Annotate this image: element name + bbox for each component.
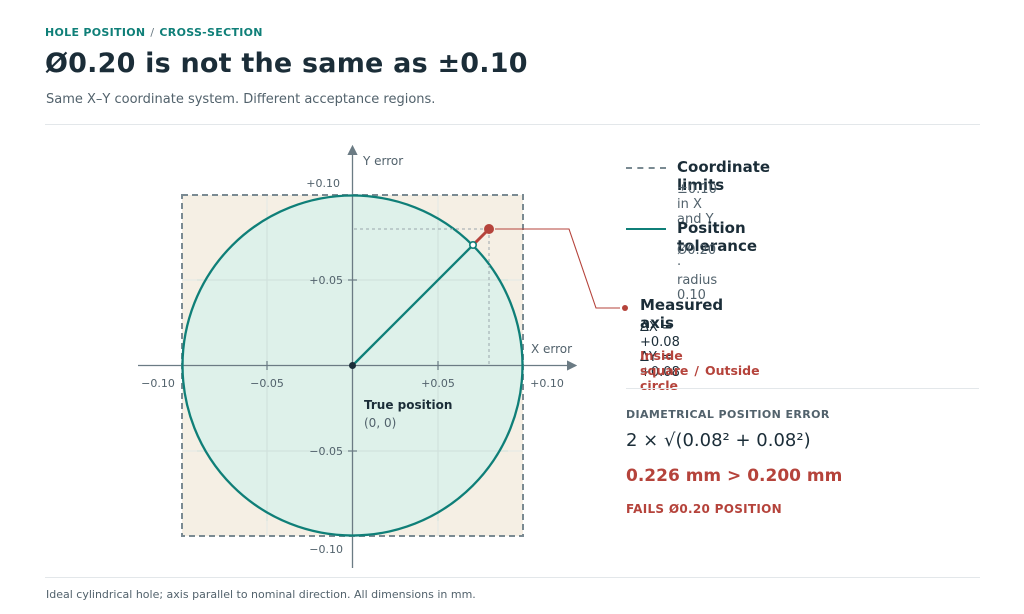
y-tick-label: +0.05 [309, 274, 343, 287]
breadcrumb-separator: / [150, 26, 155, 39]
calc-divider [626, 388, 979, 389]
y-tick-label: −0.10 [309, 543, 343, 556]
legend-measured-title: Measured axis [640, 296, 724, 332]
position-tolerance-circle [181, 194, 524, 537]
measured-values: ΔX = +0.08 ΔY = +0.08 [640, 320, 680, 380]
breadcrumb-item: HOLE POSITION [45, 26, 146, 39]
x-tick-label: +0.10 [530, 377, 564, 390]
legend-coordinate-sub: ±0.10 in X and Y [677, 182, 717, 227]
origin-point [349, 362, 356, 369]
page-title: Ø0.20 is not the same as ±0.10 [45, 48, 528, 79]
measured-point [484, 224, 494, 234]
circle-intersection-marker [468, 241, 477, 250]
callout-leader [495, 228, 620, 309]
calc-result: 0.226 mm > 0.200 mm [626, 466, 843, 486]
measured-dot-icon [622, 305, 628, 311]
origin-label: True position [364, 398, 452, 412]
status-outside-circle: Outside circle [640, 363, 760, 393]
breadcrumb-item: CROSS-SECTION [159, 26, 263, 39]
footer-divider [45, 577, 980, 578]
legend-coordinate-title: Coordinate limits [677, 158, 771, 194]
status-separator: / [694, 363, 699, 378]
x-axis-label: X error [531, 342, 572, 356]
x-tick-label: −0.10 [141, 377, 175, 390]
breadcrumb: HOLE POSITION / CROSS-SECTION [45, 26, 263, 39]
calc-formula: 2 × √(0.08² + 0.08²) [626, 430, 811, 451]
y-tick-label: +0.10 [306, 177, 340, 190]
tick-labels: +0.10 +0.05 −0.05 −0.10 −0.10 −0.05 +0.0… [141, 177, 564, 556]
origin-coords: (0, 0) [364, 416, 396, 430]
y-axis-label: Y error [362, 154, 403, 168]
solid-line-swatch [626, 228, 666, 230]
status-inside-square: Inside square [640, 348, 689, 378]
page-subtitle: Same X–Y coordinate system. Different ac… [46, 92, 436, 107]
footer-note: Ideal cylindrical hole; axis parallel to… [46, 588, 476, 601]
legend-position-sub: Ø0.20 · radius 0.10 [677, 243, 718, 303]
measured-status: Inside square / Outside circle [640, 348, 760, 393]
x-tick-label: +0.05 [421, 377, 455, 390]
legend-position-title: Position tolerance [677, 219, 758, 255]
calc-verdict: FAILS Ø0.20 POSITION [626, 502, 783, 516]
header-divider [45, 124, 980, 125]
dashed-line-swatch [626, 167, 666, 169]
x-tick-label: −0.05 [250, 377, 284, 390]
radius-line [351, 244, 474, 367]
calc-heading: DIAMETRICAL POSITION ERROR [626, 408, 830, 421]
y-tick-label: −0.05 [309, 445, 343, 458]
projection-lines [352, 228, 490, 366]
